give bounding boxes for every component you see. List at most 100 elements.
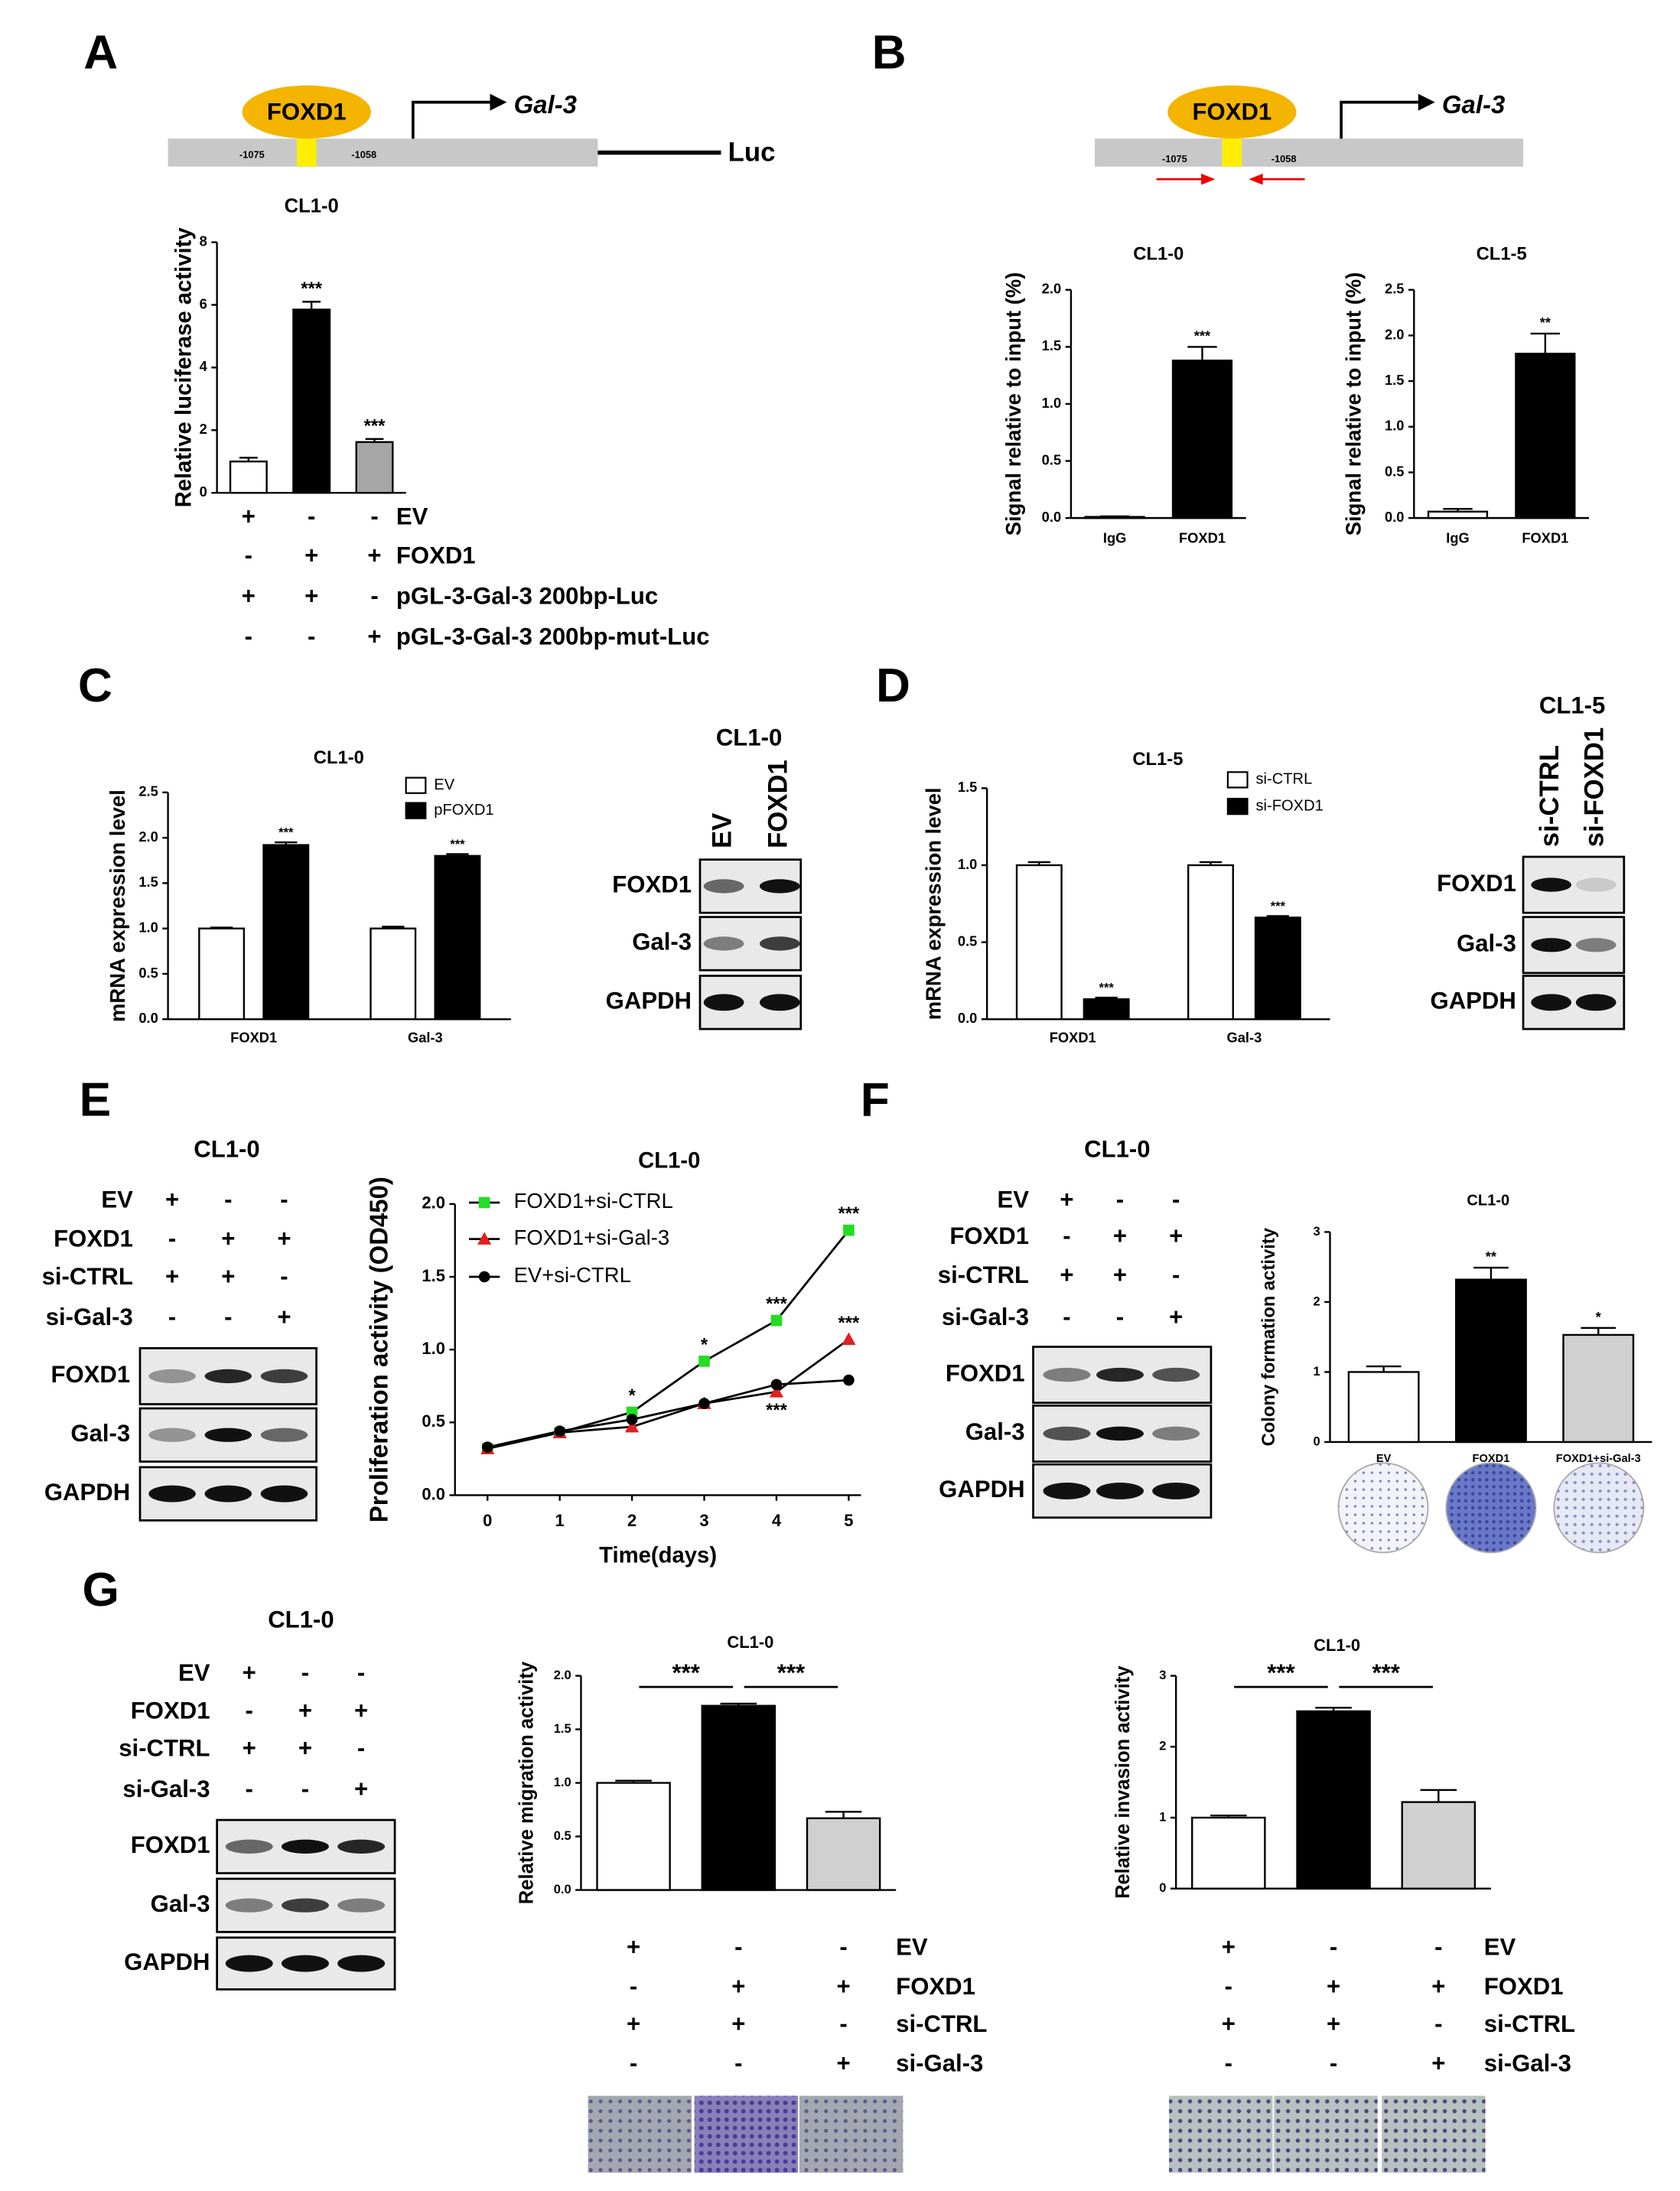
protein (1167, 85, 1297, 139)
condition-sign: + (836, 1973, 850, 2000)
y-tick-label: 0.0 (958, 1010, 977, 1026)
panel-letter: A (83, 27, 118, 80)
legend-marker (478, 1271, 490, 1283)
lane-label: FOXD1 (763, 760, 793, 848)
condition-sign: - (1225, 1973, 1232, 2000)
error-bar (720, 1702, 757, 1706)
category-label: Gal-3 (1227, 1030, 1262, 1046)
condition-name: EV (178, 1659, 210, 1686)
x-tick-label: 1 (555, 1511, 565, 1530)
blot-band (148, 1428, 196, 1442)
y-tick-label: 2 (200, 421, 207, 437)
arrow-head (1418, 93, 1435, 111)
condition-sign: - (370, 583, 378, 610)
error-bar (446, 853, 469, 856)
error-bar (1420, 1789, 1457, 1802)
legend-label: si-CTRL (1256, 771, 1313, 788)
marker (481, 1441, 493, 1453)
bar (434, 855, 481, 1021)
condition-sign: - (168, 1226, 176, 1252)
bar (1171, 360, 1233, 519)
blot-row-label: Gal-3 (70, 1420, 130, 1447)
bar (370, 927, 417, 1021)
blot-band (1575, 994, 1617, 1011)
significance: *** (364, 415, 386, 436)
condition-sign: + (367, 542, 381, 569)
condition-sign: + (367, 623, 381, 650)
blot-band (1531, 877, 1571, 892)
chart-title: CL1-5 (1477, 243, 1527, 264)
significance: *** (766, 1400, 788, 1421)
y-tick-label: 0.5 (554, 1829, 571, 1843)
condition-sign: - (1063, 1222, 1070, 1249)
category-label: FOXD1 (1050, 1030, 1096, 1046)
legend-label: FOXD1+si-CTRL (514, 1189, 673, 1213)
legend-swatch (405, 776, 427, 794)
site-end: -1058 (351, 149, 376, 161)
condition-sign: + (243, 1735, 256, 1762)
condition-sign: + (1060, 1186, 1073, 1213)
colony-photo (1553, 1462, 1645, 1554)
condition-sign: - (1172, 1262, 1180, 1288)
blot-band (1043, 1482, 1091, 1499)
y-tick-label: 3 (1314, 1225, 1320, 1239)
panel-letter: C (78, 659, 112, 712)
reporter-label: Luc (728, 138, 776, 168)
significance: *** (838, 1313, 861, 1333)
condition-name: si-Gal-3 (46, 1304, 133, 1330)
binding-site (1222, 138, 1242, 167)
blot-row-label: GAPDH (124, 1948, 210, 1975)
blot-band (759, 879, 800, 894)
blot-band (1096, 1482, 1144, 1499)
condition-sign: - (370, 503, 378, 529)
condition-name: si-Gal-3 (1484, 2049, 1571, 2076)
bar (1083, 998, 1130, 1021)
y-tick-label: 2 (1314, 1294, 1320, 1308)
condition-name: EV (396, 503, 428, 529)
blot-band (1152, 1426, 1200, 1441)
y-tick-label: 0.0 (422, 1484, 445, 1503)
lane-label: si-CTRL (1535, 745, 1564, 847)
condition-name: FOXD1 (896, 1973, 975, 2000)
condition-sign: - (280, 1263, 288, 1290)
error-bar (1199, 861, 1223, 865)
marker (626, 1414, 638, 1425)
bar (1401, 1801, 1477, 1890)
blot-row-label: Gal-3 (1457, 929, 1516, 956)
blot-band (337, 1955, 386, 1972)
y-tick-label: 1.5 (422, 1266, 445, 1285)
condition-sign: - (245, 623, 252, 650)
chart-title: CL1-0 (1314, 1636, 1360, 1655)
condition-sign: - (1434, 2010, 1442, 2037)
bar (1191, 1816, 1266, 1890)
y-tick-label: 0.0 (138, 1010, 158, 1026)
blot-band (1043, 1426, 1091, 1441)
condition-sign: - (308, 623, 315, 650)
condition-name: EV (1484, 1934, 1516, 1961)
x-tick-label: 3 (699, 1511, 708, 1530)
legend-swatch (1226, 771, 1249, 789)
condition-sign: - (1063, 1304, 1070, 1330)
bar (1347, 1371, 1420, 1444)
condition-name: FOXD1 (131, 1697, 210, 1724)
legend-swatch (405, 802, 427, 819)
y-tick-label: 2 (1159, 1740, 1166, 1753)
condition-sign: - (1225, 2049, 1232, 2076)
condition-sign: + (304, 542, 318, 569)
blot-band (1531, 938, 1571, 952)
bar (596, 1782, 671, 1891)
condition-sign: - (301, 1776, 309, 1802)
blot-band (281, 1898, 329, 1913)
promoter (1095, 138, 1524, 167)
bracket-label: *** (1267, 1659, 1295, 1686)
condition-name: si-CTRL (119, 1735, 210, 1762)
condition-sign: + (1113, 1222, 1127, 1249)
blot-band (260, 1369, 308, 1384)
y-tick-label: 1.0 (1042, 395, 1061, 411)
error-bar (1530, 332, 1561, 354)
legend-marker (477, 1232, 492, 1245)
blot-band (1043, 1367, 1091, 1382)
y-tick-label: 0.5 (1385, 463, 1404, 479)
site-end: -1058 (1271, 153, 1297, 164)
